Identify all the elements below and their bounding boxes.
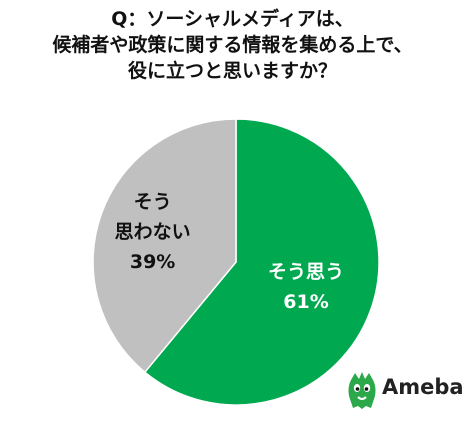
ameba-logo: Ameba [344, 370, 464, 410]
slice-value-label-2: 39% [130, 251, 175, 273]
pie-slice-1 [143, 118, 380, 406]
chart-title: Q：ソーシャルメディアは、 候補者や政策に関する情報を集める上で、 役に立つと思… [0, 6, 465, 84]
slice-value-label-1: 61% [283, 291, 328, 313]
slice-label-2: 思わない [115, 221, 191, 243]
ameba-mascot-icon [348, 372, 376, 409]
slice-label-2: そう [134, 191, 172, 213]
title-line-1: Q：ソーシャルメディアは、 [111, 8, 354, 30]
title-line-3: 役に立つと思いますか？ [127, 60, 337, 82]
ameba-logo-text: Ameba [382, 375, 464, 399]
pie-slice-2 [92, 118, 237, 374]
slice-label-1: そう思う [268, 261, 344, 283]
title-line-2: 候補者や政策に関する情報を集める上で、 [52, 34, 413, 56]
